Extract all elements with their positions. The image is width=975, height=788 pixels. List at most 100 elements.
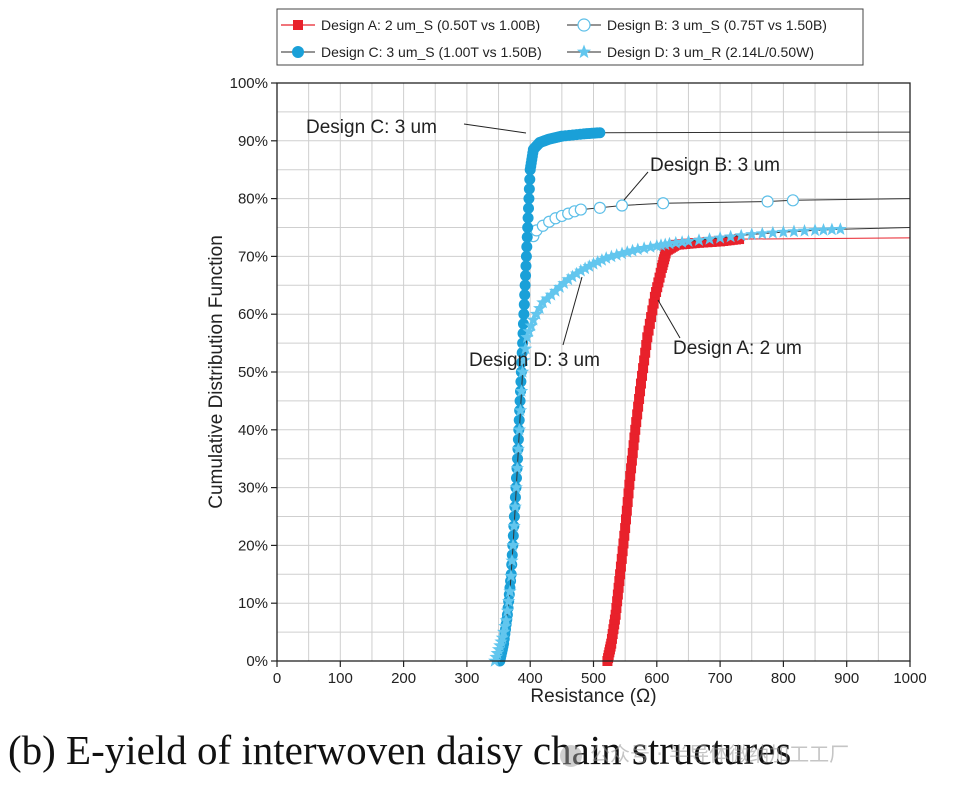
data-point-design-d xyxy=(755,226,769,240)
data-point-design-c xyxy=(522,212,534,224)
data-point-design-d xyxy=(565,269,580,283)
data-point-design-d xyxy=(508,499,522,513)
data-point-design-a xyxy=(641,340,652,351)
data-point-design-d xyxy=(553,280,567,293)
data-point-design-d xyxy=(518,341,533,355)
data-point-design-d xyxy=(502,594,516,607)
data-point-design-d xyxy=(654,238,668,251)
data-point-design-d xyxy=(681,234,696,247)
data-point-design-c xyxy=(514,395,526,407)
y-tick-label: 100% xyxy=(230,75,268,92)
data-point-design-d xyxy=(520,330,534,343)
data-point-design-a xyxy=(632,409,643,420)
data-point-design-a xyxy=(628,440,639,451)
data-point-design-d xyxy=(713,230,727,244)
legend-marker xyxy=(293,20,303,30)
data-point-design-a xyxy=(620,523,631,534)
data-point-design-a xyxy=(616,553,627,564)
data-point-design-c xyxy=(518,308,530,320)
data-point-design-a xyxy=(615,569,626,580)
y-tick-label: 10% xyxy=(238,595,268,612)
data-point-design-a xyxy=(622,497,633,508)
data-point-design-d xyxy=(582,259,596,272)
data-point-design-d xyxy=(544,287,558,301)
data-point-design-a xyxy=(633,401,644,412)
data-point-design-a xyxy=(639,355,650,366)
data-point-design-d xyxy=(510,461,524,474)
data-point-design-b xyxy=(593,201,606,214)
data-point-design-d xyxy=(776,225,791,238)
wechat-icon xyxy=(560,744,582,767)
series-line-2 xyxy=(532,198,911,237)
figure-caption: (b) E-yield of interwoven daisy chain st… xyxy=(8,727,792,773)
data-point-design-a xyxy=(642,332,653,343)
data-point-design-a xyxy=(625,471,636,482)
data-point-design-a xyxy=(617,546,628,557)
data-point-design-d xyxy=(825,222,839,236)
x-axis-label: Resistance (Ω) xyxy=(530,686,656,707)
annotation-leader xyxy=(657,299,681,339)
data-point-design-c xyxy=(521,241,533,253)
data-point-design-b xyxy=(761,195,774,208)
data-point-design-d xyxy=(620,245,634,258)
data-point-design-d xyxy=(816,223,831,236)
data-point-design-d xyxy=(675,235,689,248)
y-tick-label: 90% xyxy=(238,133,268,150)
data-point-design-d xyxy=(504,569,518,582)
data-point-design-d xyxy=(631,242,645,256)
series-annotation: Design D: 3 um xyxy=(469,350,600,371)
data-point-design-c xyxy=(513,414,525,426)
legend-box xyxy=(276,8,864,66)
data-point-design-d xyxy=(557,276,571,289)
data-point-design-a xyxy=(634,393,645,404)
data-point-design-d xyxy=(615,246,629,260)
data-point-design-a xyxy=(630,424,641,435)
data-point-design-c xyxy=(522,222,534,233)
data-point-design-a xyxy=(614,576,625,587)
x-tick-label: 600 xyxy=(644,670,669,687)
cdf-chart: 0 100 200 300 400 500 600 700 800 900 1000 0% 10% 20%… xyxy=(206,8,927,707)
data-point-design-d xyxy=(610,248,624,261)
data-point-design-a xyxy=(626,463,637,474)
data-point-design-a xyxy=(612,596,623,607)
data-point-design-a xyxy=(626,455,637,466)
watermark: 公众号 · 半导体微纳加工工厂 xyxy=(560,738,849,767)
data-point-design-d xyxy=(514,384,529,397)
data-point-design-d xyxy=(692,233,706,246)
data-point-design-c xyxy=(594,127,606,139)
data-point-design-a xyxy=(611,603,622,614)
x-tick-label: 800 xyxy=(771,670,796,687)
data-point-design-d xyxy=(745,227,759,241)
data-point-design-d xyxy=(526,313,540,326)
data-point-design-d xyxy=(797,224,812,237)
y-tick-label: 70% xyxy=(238,248,268,265)
data-point-design-c xyxy=(515,376,527,388)
data-point-design-d xyxy=(586,256,601,270)
data-point-design-d xyxy=(500,603,515,617)
data-point-design-d xyxy=(517,353,531,367)
data-point-design-d xyxy=(509,480,523,494)
data-point-design-d xyxy=(513,403,528,417)
data-point-design-d xyxy=(578,261,592,275)
data-point-design-d xyxy=(734,228,748,242)
data-point-design-d xyxy=(669,235,683,249)
data-point-design-a xyxy=(623,488,634,499)
annotation-leader xyxy=(623,171,649,201)
data-point-design-a xyxy=(647,305,658,316)
x-tick-label: 400 xyxy=(518,670,543,687)
data-point-design-d xyxy=(724,229,738,243)
data-point-design-d xyxy=(524,318,538,332)
data-point-design-d xyxy=(533,301,547,315)
data-point-design-a xyxy=(610,609,621,620)
y-tick-label: 0% xyxy=(246,653,268,670)
data-point-design-d xyxy=(833,222,847,235)
data-point-design-c xyxy=(523,193,535,205)
data-point-design-a xyxy=(635,378,646,389)
x-tick-label: 500 xyxy=(581,670,606,687)
data-point-design-d xyxy=(604,249,619,263)
data-point-design-d xyxy=(702,232,717,245)
data-point-design-b xyxy=(615,199,629,212)
data-point-design-d xyxy=(637,241,651,254)
data-point-design-d xyxy=(643,240,658,253)
data-point-design-a xyxy=(613,582,624,593)
